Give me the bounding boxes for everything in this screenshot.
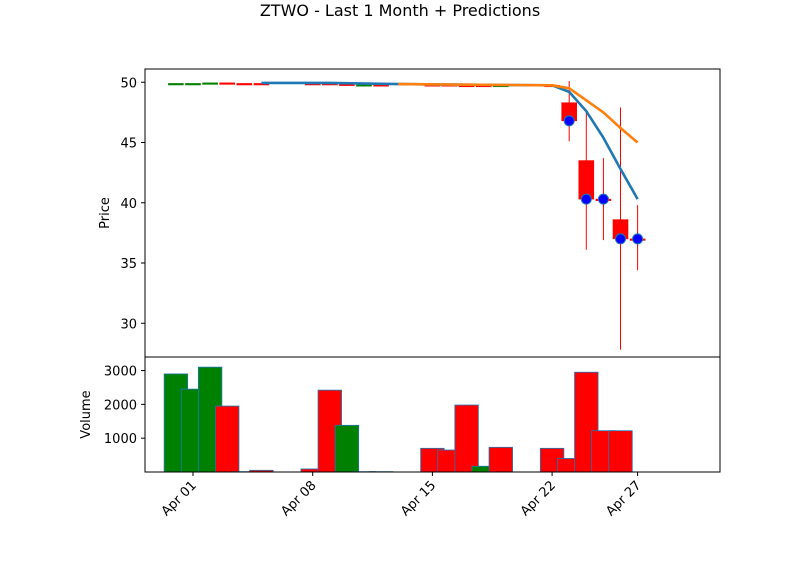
price-y-tick-label: 35 — [120, 257, 137, 272]
candle-body — [220, 83, 235, 85]
x-tick-label: Apr 01 — [159, 478, 200, 519]
volume-bar — [489, 447, 513, 472]
volume-y-tick-label: 3000 — [104, 365, 137, 380]
candle-body — [203, 83, 218, 85]
candle-body — [237, 83, 252, 85]
x-tick-label: Apr 15 — [398, 478, 439, 519]
price-plot-area — [145, 69, 720, 357]
volume-y-tick-label: 1000 — [104, 432, 137, 447]
price-y-axis-label: Price — [98, 197, 113, 229]
candle-body — [168, 83, 183, 85]
prediction-marker — [581, 194, 591, 204]
volume-bar — [609, 431, 633, 472]
price-panel: 30 35 40 45 50 Price — [98, 69, 720, 357]
x-axis: Apr 01 Apr 08 Apr 15 Apr 22 Apr 27 — [159, 472, 645, 519]
volume-y-axis-label: Volume — [79, 390, 94, 438]
x-tick-label: Apr 22 — [518, 478, 559, 519]
volume-y-tick-label: 2000 — [104, 398, 137, 413]
prediction-marker — [633, 234, 643, 244]
candle-body — [186, 83, 201, 85]
prediction-marker — [564, 116, 574, 126]
volume-bar — [335, 425, 359, 472]
volume-bar — [455, 405, 479, 472]
x-tick-label: Apr 08 — [278, 478, 319, 519]
price-y-tick-label: 45 — [120, 137, 137, 152]
prediction-marker — [598, 194, 608, 204]
chart-title: ZTWO - Last 1 Month + Predictions — [260, 1, 540, 20]
volume-bar — [215, 406, 239, 472]
price-y-tick-label: 30 — [120, 317, 137, 332]
price-y-tick-label: 40 — [120, 197, 137, 212]
x-tick-label: Apr 27 — [603, 478, 644, 519]
candle-body — [579, 161, 594, 200]
volume-panel: 1000 2000 3000 Volume — [79, 357, 720, 472]
prediction-marker — [616, 234, 626, 244]
price-y-tick-label: 50 — [120, 76, 137, 91]
